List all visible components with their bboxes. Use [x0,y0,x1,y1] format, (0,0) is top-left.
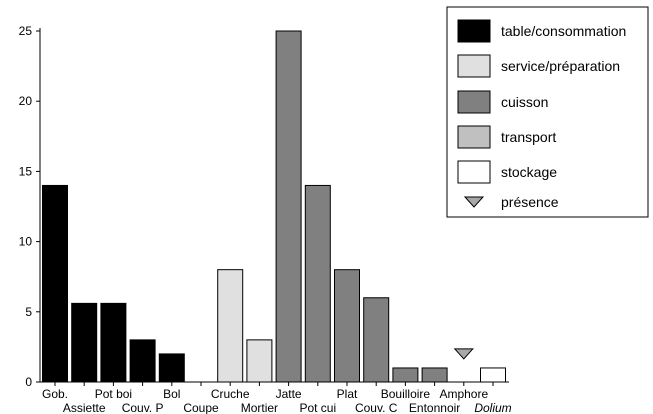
x-axis [40,381,509,386]
bar-jatte [275,30,302,383]
category-label: Dolium [474,401,511,414]
category-label: Coupe [183,401,219,414]
category-label: Pot boi [95,387,132,401]
y-tick-label: 25 [19,24,33,38]
y-tick-label: 20 [19,94,33,108]
bar-gob [42,184,68,383]
category-label: Gob. [42,387,68,401]
y-axis: 0 5 10 15 20 25 [19,24,41,389]
legend-swatch-table [457,19,491,43]
category-label: Bouilloire [381,387,431,401]
bar-cruche [217,269,244,383]
legend-label-service: service/préparation [501,58,620,74]
bar-pot-cui [304,184,331,383]
category-label: Jatte [276,387,302,401]
bar-pot-boi [100,302,127,383]
category-label: Assiette [63,401,106,414]
legend-label-table: table/consommation [501,23,626,39]
bar-couv-c [363,297,390,383]
bar-entonnoir [421,367,448,383]
category-label: Amphore [439,387,488,401]
bar-assiette [71,302,98,383]
y-tick-label: 5 [25,305,32,319]
y-tick-label: 15 [19,164,33,178]
legend-swatch-transport [457,125,491,149]
legend-swatch-cuisson [457,90,491,114]
category-label: Couv. P [122,401,164,414]
y-tick-label: 10 [19,235,33,249]
bar-mortier [246,339,273,383]
presence-marker [453,348,474,360]
legend-label-transport: transport [501,129,556,145]
y-tick-label: 0 [25,375,32,389]
category-label: Mortier [241,401,278,414]
legend-swatch-service [457,54,491,78]
legend-swatch-presence [463,196,485,208]
bar-bouilloire [392,367,419,383]
bar-plat [334,269,360,383]
bars-group [42,30,506,383]
category-label: Pot cui [299,401,336,414]
legend-swatch-stockage [457,160,491,184]
bar-bol [158,353,185,383]
bar-couv-p [129,339,156,383]
category-label: Plat [337,387,358,401]
legend: table/consommation service/préparation cui… [446,6,649,218]
category-label: Entonnoir [409,401,460,414]
bar-dolium [480,367,506,383]
category-label: Bol [163,387,180,401]
legend-label-stockage: stockage [501,164,557,180]
legend-label-cuisson: cuisson [501,94,548,110]
legend-label-presence: présence [501,194,559,210]
category-label: Cruche [211,387,250,401]
category-label: Couv. C [355,401,398,414]
